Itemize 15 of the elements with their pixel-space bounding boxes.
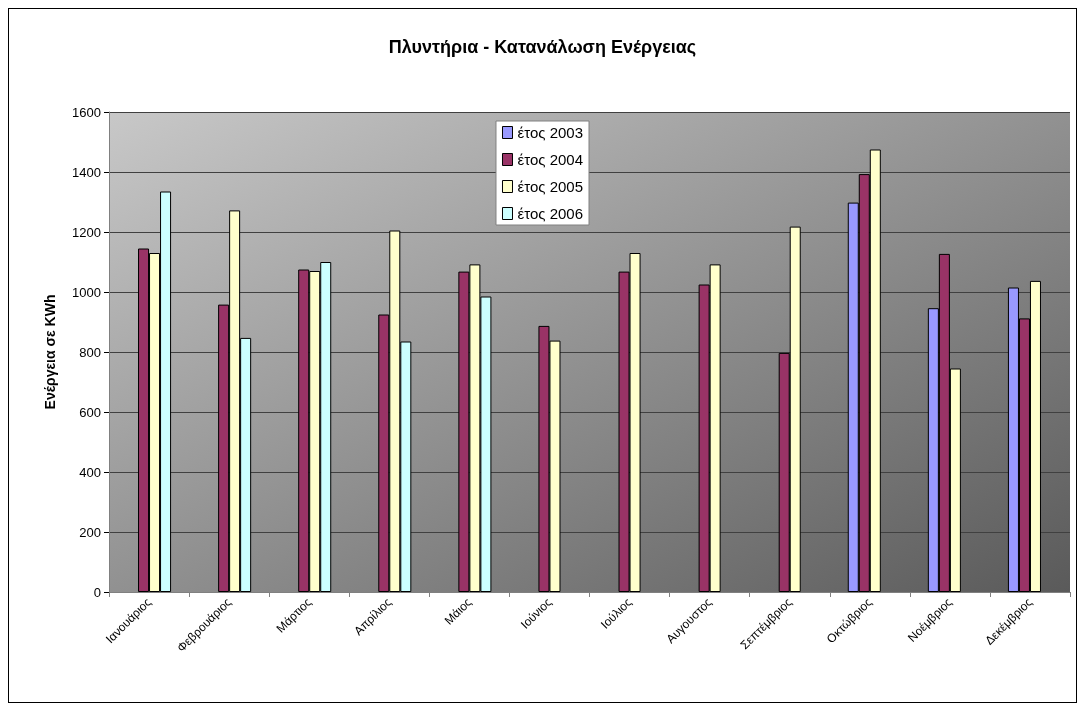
- legend-label: έτος 2006: [517, 205, 584, 222]
- legend-label: έτος 2004: [517, 151, 584, 168]
- chart-title: Πλυντήρια - Κατανάλωση Ενέργειας: [388, 37, 697, 57]
- y-tick-label: 400: [79, 464, 101, 480]
- y-tick-label: 0: [93, 584, 101, 600]
- y-tick-label: 1200: [72, 224, 101, 240]
- y-tick-label: 1400: [72, 164, 101, 180]
- y-tick-label: 1600: [72, 104, 101, 120]
- y-tick-label: 1000: [72, 284, 101, 300]
- legend-label: έτος 2003: [517, 124, 584, 141]
- y-tick-label: 800: [79, 344, 101, 360]
- y-tick-label: 200: [79, 524, 101, 540]
- legend-label: έτος 2005: [517, 178, 584, 195]
- y-tick-label: 600: [79, 404, 101, 420]
- y-axis-title: Ενέργεια σε KWh: [42, 294, 58, 410]
